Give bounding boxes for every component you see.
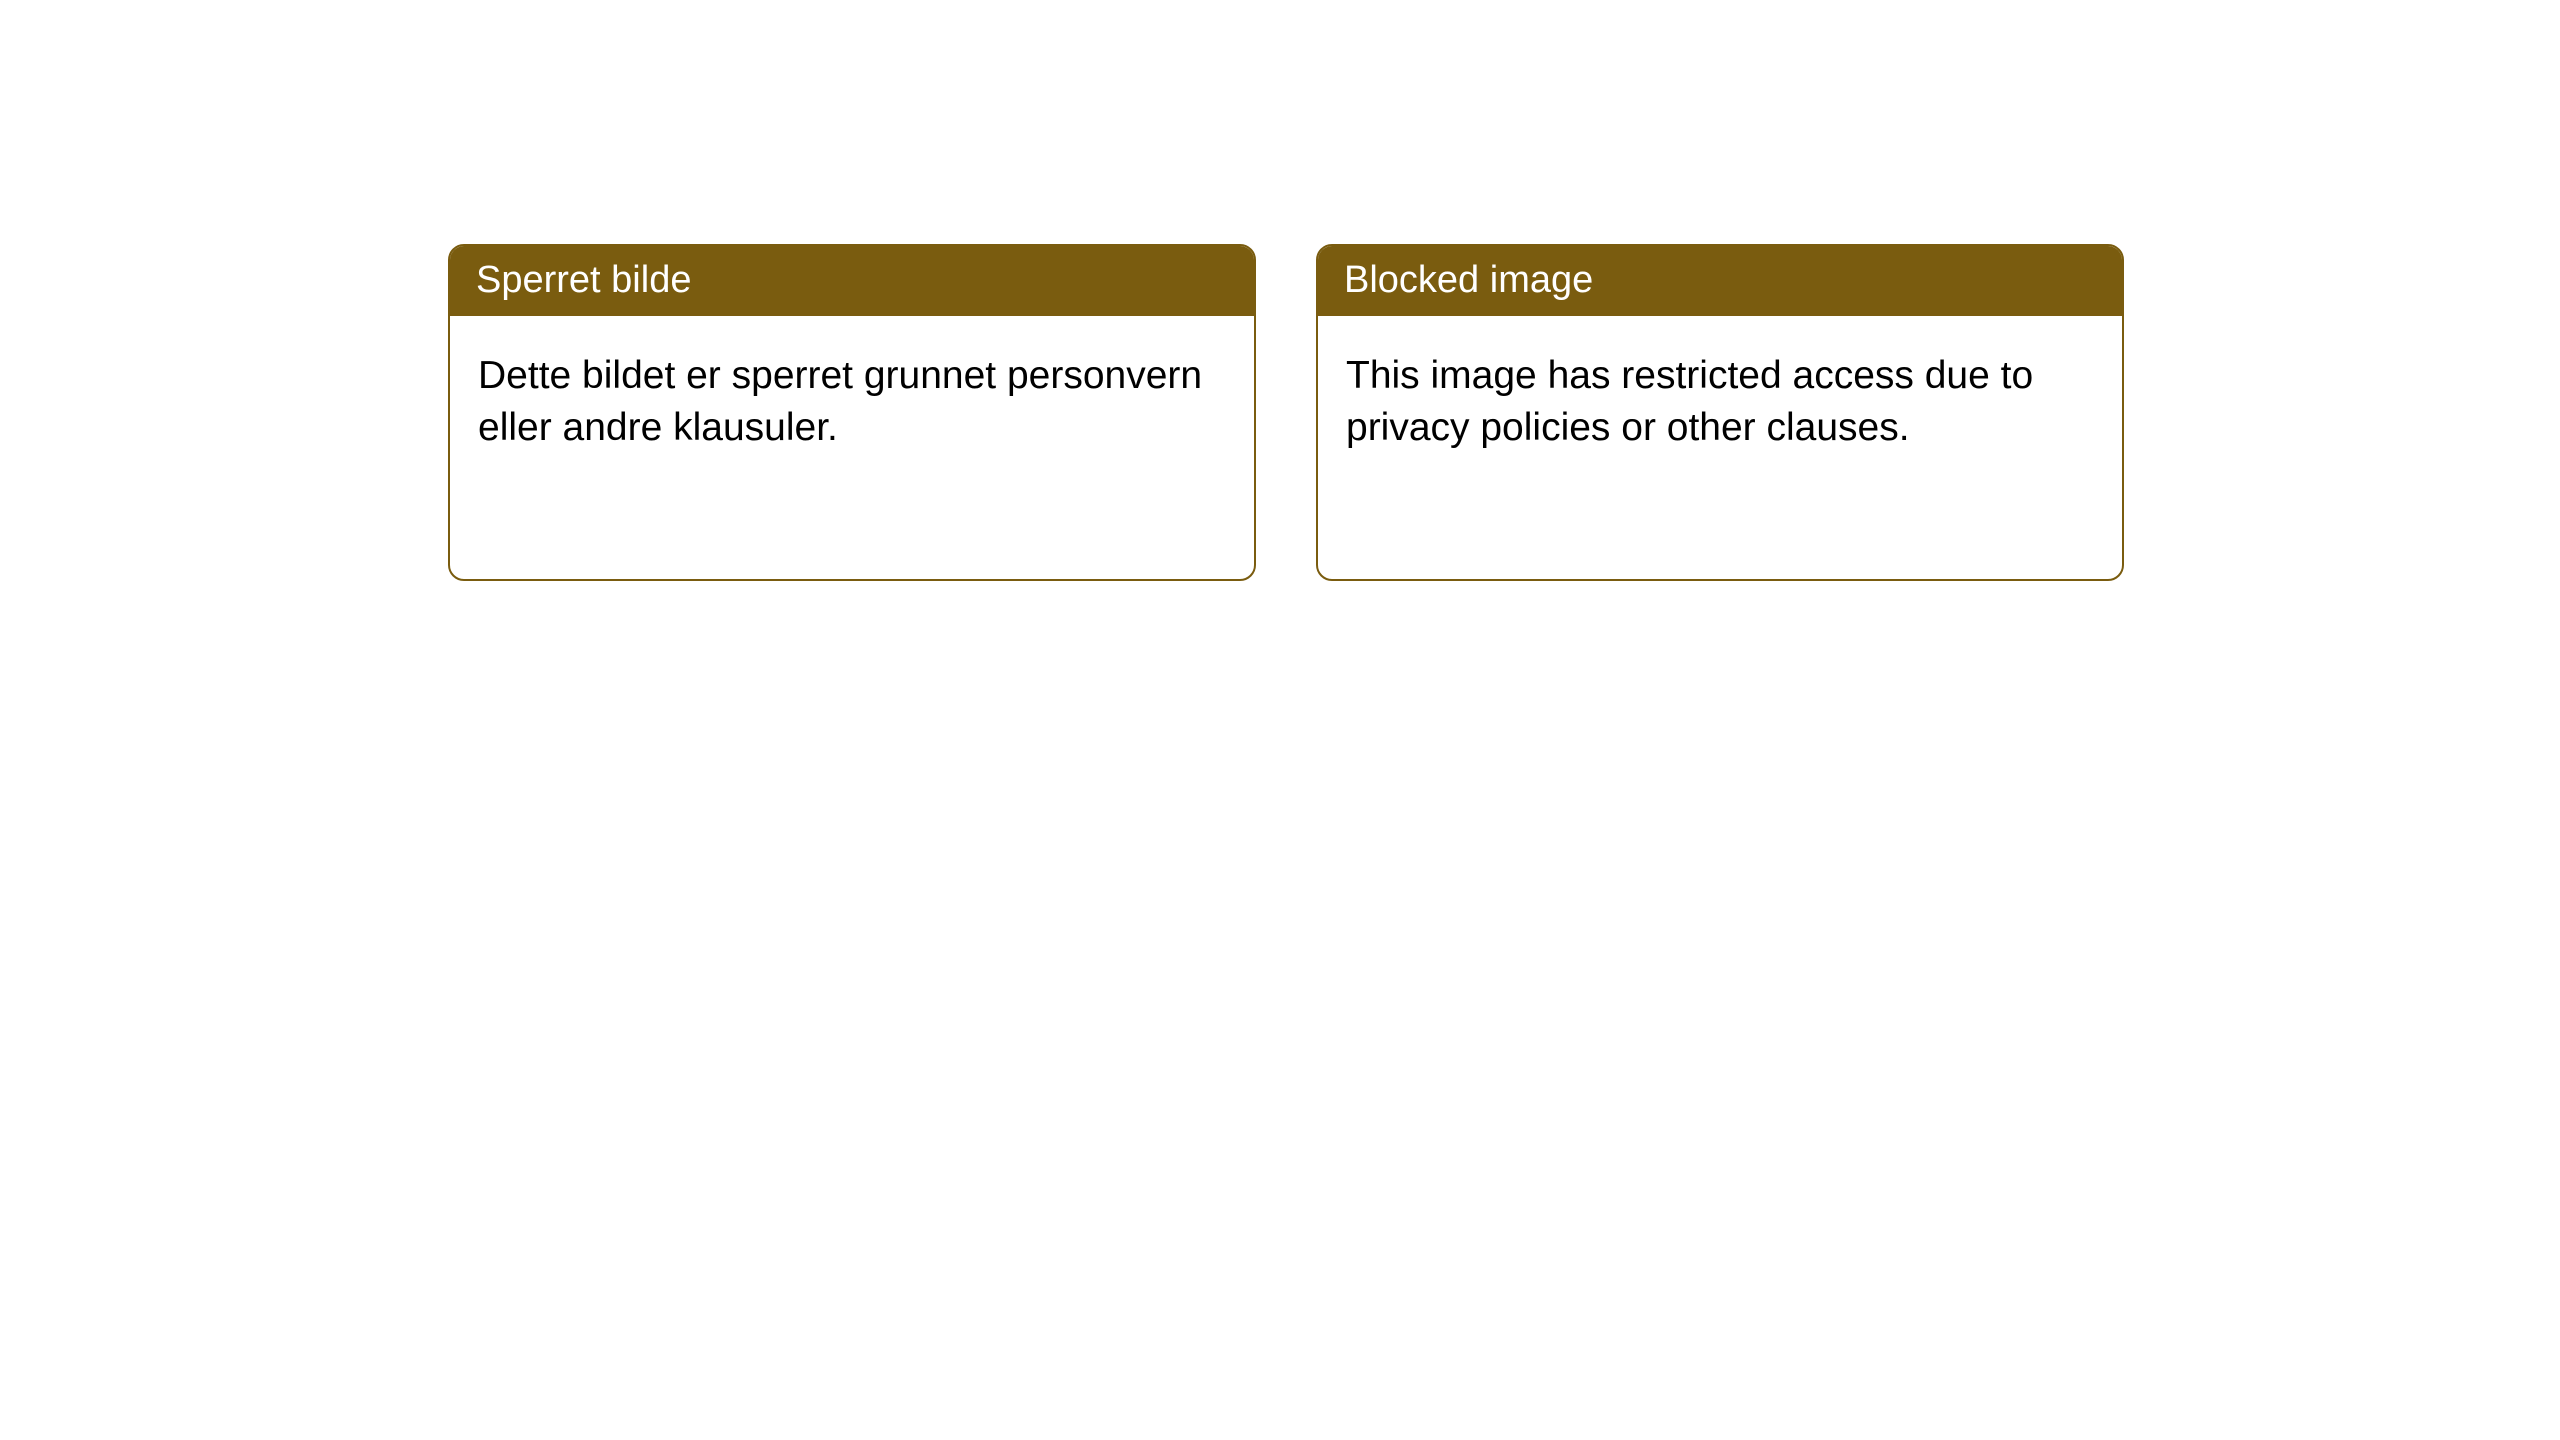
notice-container: Sperret bilde Dette bildet er sperret gr… xyxy=(448,244,2124,581)
notice-body-norwegian: Dette bildet er sperret grunnet personve… xyxy=(450,316,1254,489)
notice-body-english: This image has restricted access due to … xyxy=(1318,316,2122,489)
notice-title-english: Blocked image xyxy=(1318,246,2122,316)
notice-title-norwegian: Sperret bilde xyxy=(450,246,1254,316)
notice-box-english: Blocked image This image has restricted … xyxy=(1316,244,2124,581)
notice-box-norwegian: Sperret bilde Dette bildet er sperret gr… xyxy=(448,244,1256,581)
